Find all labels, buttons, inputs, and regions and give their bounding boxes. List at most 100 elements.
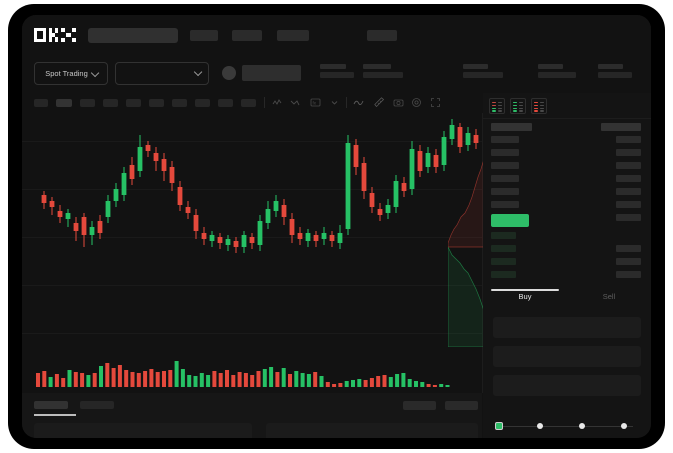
order-book-row[interactable] xyxy=(491,232,516,239)
order-book-row[interactable] xyxy=(491,162,519,169)
bottom-action-1[interactable] xyxy=(403,401,436,410)
order-book-last-price[interactable] xyxy=(491,214,529,227)
market-stat-value xyxy=(598,72,632,78)
market-stat xyxy=(538,64,576,78)
timeframe-button[interactable] xyxy=(195,99,210,107)
price-chart-area[interactable] xyxy=(22,113,496,393)
slider-track xyxy=(499,425,633,427)
slider-stop[interactable] xyxy=(621,423,627,429)
timeframe-button[interactable] xyxy=(126,99,141,107)
order-amount-slider[interactable] xyxy=(495,422,637,430)
slider-stop[interactable] xyxy=(579,423,585,429)
order-book-divider xyxy=(483,118,651,119)
nav-item-4[interactable] xyxy=(367,30,397,41)
timeframe-button-active[interactable] xyxy=(56,99,72,107)
order-book-row[interactable] xyxy=(616,188,641,195)
bottom-tab-1[interactable] xyxy=(34,401,68,409)
market-stat-label xyxy=(463,64,488,69)
order-book-row[interactable] xyxy=(616,201,641,208)
order-book-row[interactable] xyxy=(616,162,641,169)
slider-handle[interactable] xyxy=(495,422,503,430)
market-stat-label xyxy=(538,64,563,69)
timeframe-button[interactable] xyxy=(218,99,233,107)
bottom-card-1[interactable] xyxy=(34,423,252,438)
settings-icon[interactable] xyxy=(411,97,422,108)
indicators-icon[interactable]: fx xyxy=(310,97,321,108)
order-book-row[interactable] xyxy=(491,175,519,182)
order-book-display-modes xyxy=(489,98,547,114)
chevron-down-icon xyxy=(90,68,100,77)
order-book-row[interactable] xyxy=(616,214,641,221)
order-book-row[interactable] xyxy=(616,271,641,278)
bids-only-icon[interactable] xyxy=(510,98,526,114)
nav-item-3[interactable] xyxy=(277,30,309,41)
slider-stop[interactable] xyxy=(537,423,543,429)
market-stat xyxy=(463,64,503,78)
order-book-column-header xyxy=(491,123,532,131)
tab-buy[interactable]: Buy xyxy=(518,292,532,301)
order-book-row[interactable] xyxy=(491,149,519,156)
timeframe-button[interactable] xyxy=(172,99,187,107)
last-price-value xyxy=(242,65,301,81)
order-book-row[interactable] xyxy=(616,258,641,265)
both-sides-icon[interactable] xyxy=(489,98,505,114)
gridline xyxy=(22,333,482,334)
trend-line-icon[interactable] xyxy=(353,97,364,108)
order-book-row[interactable] xyxy=(491,136,519,143)
order-book-row[interactable] xyxy=(616,245,641,252)
bottom-tab-2[interactable] xyxy=(80,401,114,409)
ruler-icon[interactable] xyxy=(374,97,385,108)
fullscreen-icon[interactable] xyxy=(430,97,441,108)
order-price-field[interactable] xyxy=(493,317,641,338)
toolbar-divider xyxy=(264,97,265,108)
market-stat-label xyxy=(320,64,346,69)
market-stat-value xyxy=(463,72,503,78)
market-stat-label xyxy=(363,64,391,69)
screen: Spot Trading xyxy=(22,15,651,438)
order-book-row[interactable] xyxy=(491,201,519,208)
nav-item-1[interactable] xyxy=(190,30,218,41)
order-total-field[interactable] xyxy=(493,375,641,396)
chart-type-dropdown-icon[interactable] xyxy=(329,97,340,108)
nav-item-2[interactable] xyxy=(232,30,262,41)
timeframe-button[interactable] xyxy=(80,99,95,107)
order-book-row[interactable] xyxy=(491,188,519,195)
order-book-row[interactable] xyxy=(616,149,641,156)
timeframe-button[interactable] xyxy=(149,99,164,107)
global-search-input[interactable] xyxy=(88,28,178,43)
market-stat xyxy=(320,64,354,78)
tab-sell[interactable]: Sell xyxy=(602,292,616,301)
asks-only-icon[interactable] xyxy=(531,98,547,114)
order-book-row[interactable] xyxy=(616,136,641,143)
order-form-tabs: Buy Sell xyxy=(483,289,651,311)
bottom-action-2[interactable] xyxy=(445,401,478,410)
market-stat-value xyxy=(363,72,403,78)
timeframe-button[interactable] xyxy=(241,99,256,107)
gridline xyxy=(22,141,482,142)
market-stat-label xyxy=(598,64,623,69)
timeframe-button[interactable] xyxy=(34,99,48,107)
order-book-row[interactable] xyxy=(491,258,516,265)
timeframe-button[interactable] xyxy=(103,99,118,107)
order-book-row[interactable] xyxy=(491,271,516,278)
trading-pair-selector[interactable] xyxy=(115,62,209,85)
market-type-selector[interactable]: Spot Trading xyxy=(34,62,108,85)
market-stat xyxy=(598,64,632,78)
top-navigation-bar xyxy=(22,15,651,53)
toolbar-divider xyxy=(346,97,347,108)
bottom-card-2[interactable] xyxy=(266,423,478,438)
gridline xyxy=(22,189,482,190)
order-amount-field[interactable] xyxy=(493,346,641,367)
camera-icon[interactable] xyxy=(393,97,404,108)
pair-coin-avatar xyxy=(222,66,236,80)
line-chart-icon[interactable] xyxy=(290,97,301,108)
order-book-row[interactable] xyxy=(616,175,641,182)
active-tab-underline xyxy=(491,289,559,291)
candlestick-chart-icon[interactable] xyxy=(272,97,283,108)
order-book-panel xyxy=(483,93,651,285)
order-book-row[interactable] xyxy=(491,245,516,252)
gridline xyxy=(22,285,482,286)
okx-logo-icon[interactable] xyxy=(34,28,76,42)
market-sub-header: Spot Trading xyxy=(22,53,651,93)
